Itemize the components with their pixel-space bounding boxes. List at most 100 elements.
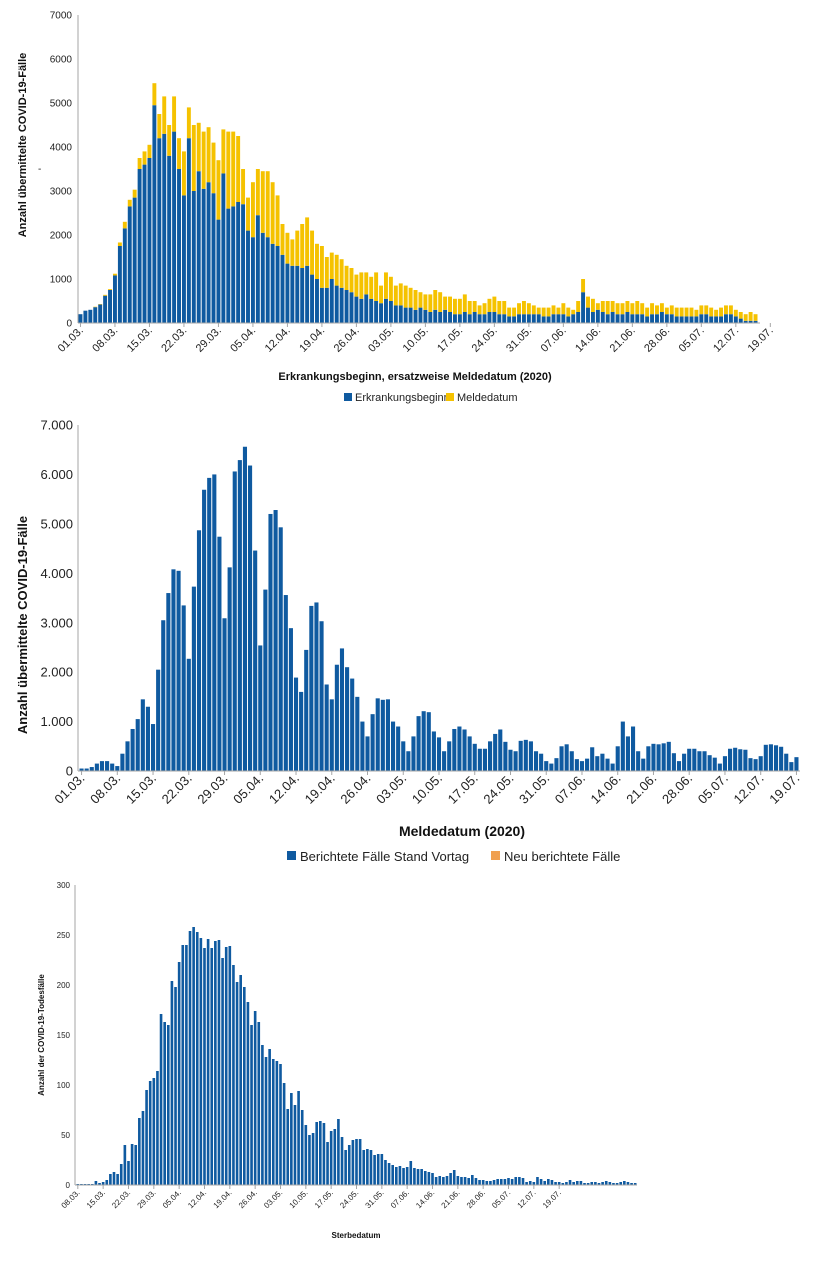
chart-erkrankungsbeginn: Anzahl übermittelte COVID-19-Fälle - 0 10… [17, 11, 776, 405]
x-tick-label: 19.07. [766, 771, 802, 807]
bar-secondary [172, 96, 177, 132]
bar-primary [438, 312, 443, 323]
bar-primary [566, 316, 571, 323]
bar-secondary [477, 305, 482, 315]
bar-value [228, 946, 232, 1185]
bar-secondary [536, 307, 541, 315]
bar-secondary [462, 294, 467, 312]
bar-primary [498, 729, 503, 771]
bar-secondary [300, 224, 305, 268]
bar-value [572, 1182, 575, 1185]
bar-secondary [216, 160, 221, 220]
bar-value [304, 1125, 308, 1185]
bar-primary [166, 593, 171, 771]
bar-value [253, 1011, 257, 1185]
bar-secondary [246, 197, 250, 231]
bar-value [547, 1179, 550, 1185]
bar-secondary [684, 307, 689, 317]
bar-primary [299, 691, 304, 771]
bar-primary [625, 736, 630, 771]
x-tick-label: 03.05. [262, 1188, 284, 1210]
bar-value [442, 1177, 445, 1185]
bar-primary [324, 684, 329, 771]
bar-primary [360, 721, 365, 771]
bar-value [224, 947, 228, 1185]
bar-primary [526, 314, 531, 323]
bar-value [156, 1071, 159, 1185]
bar-primary [733, 747, 738, 771]
bar-value [214, 941, 217, 1185]
x-tick-label: 24.05. [338, 1188, 360, 1210]
bar-primary [768, 744, 773, 771]
bar-primary [605, 314, 610, 323]
bar-primary [216, 219, 221, 323]
bar-secondary [295, 230, 300, 266]
y-axis-title: Anzahl übermittelte COVID-19-Fälle [17, 53, 29, 238]
bar-value [420, 1169, 423, 1185]
bar-secondary [137, 158, 142, 169]
bar-primary [181, 195, 186, 323]
bar-primary [436, 737, 442, 771]
bar-secondary [526, 303, 531, 315]
bar-secondary [595, 303, 600, 310]
bar-primary [156, 669, 161, 771]
bar-primary [620, 721, 625, 771]
x-tick-label: 24.05. [470, 325, 500, 355]
bar-secondary [743, 314, 748, 321]
bar-primary [98, 304, 103, 323]
bar-primary [541, 316, 546, 323]
x-tick-label: 17.05. [435, 325, 465, 355]
legend-swatch-vortag [287, 851, 296, 860]
bar-secondary [590, 298, 595, 312]
bar-secondary [738, 312, 743, 319]
bar-primary [202, 489, 207, 771]
bar-value [518, 1177, 521, 1185]
x-tick-label: 15.03. [125, 325, 155, 355]
bar-primary [641, 758, 646, 771]
bar-primary [517, 314, 521, 323]
bar-value [159, 1014, 163, 1185]
bar-primary [329, 699, 334, 771]
bar-value [138, 1118, 141, 1185]
bar-value [402, 1168, 405, 1185]
bar-primary [467, 314, 472, 323]
bar-secondary [615, 303, 620, 315]
bar-primary [349, 292, 354, 323]
bar-primary [684, 316, 689, 323]
bar-value [492, 1180, 496, 1185]
bar-primary [191, 191, 196, 323]
x-tick-label: 05.04. [230, 771, 266, 807]
bar-value [166, 1025, 170, 1185]
x-tick-label: 12.04. [266, 771, 302, 807]
bar-primary [457, 314, 462, 323]
bar-primary [697, 751, 702, 771]
bar-primary [319, 621, 324, 771]
bar-value [141, 1111, 145, 1185]
bar-primary [692, 748, 697, 771]
bar-value [416, 1169, 420, 1185]
bar-primary [763, 744, 768, 771]
x-tick-label: 12.04. [186, 1188, 208, 1210]
bar-primary [217, 536, 222, 771]
bar-primary [513, 751, 518, 771]
bar-primary [507, 316, 512, 323]
bar-secondary [679, 307, 684, 317]
bar-primary [142, 164, 147, 323]
bar-primary [650, 314, 655, 323]
bar-value [123, 1145, 127, 1185]
bar-secondary [388, 276, 393, 301]
bar-secondary [728, 305, 733, 315]
bar-value [398, 1166, 402, 1185]
bar-primary [664, 314, 669, 323]
bar-primary [122, 228, 127, 323]
bar-value [395, 1167, 398, 1185]
bar-secondary [492, 296, 497, 312]
bar-value [105, 1180, 109, 1185]
y-tick-label: 0 [66, 319, 72, 330]
bar-primary [709, 316, 714, 323]
bar-value [174, 987, 177, 1185]
bar-primary [590, 312, 595, 323]
x-tick-label: 14.06. [414, 1188, 436, 1210]
bar-primary [315, 279, 319, 323]
bar-value [532, 1182, 536, 1185]
